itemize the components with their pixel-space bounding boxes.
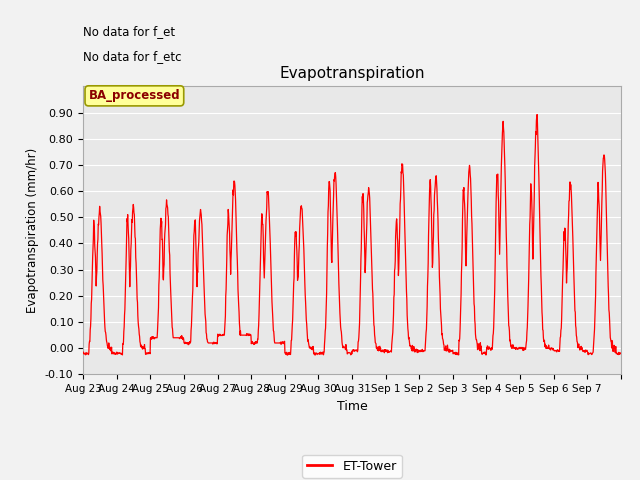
Text: BA_processed: BA_processed — [88, 89, 180, 102]
Title: Evapotranspiration: Evapotranspiration — [279, 66, 425, 81]
Y-axis label: Evapotranspiration (mm/hr): Evapotranspiration (mm/hr) — [26, 148, 39, 313]
X-axis label: Time: Time — [337, 400, 367, 413]
Text: No data for f_etc: No data for f_etc — [83, 50, 182, 63]
Legend: ET-Tower: ET-Tower — [302, 455, 402, 478]
Text: No data for f_et: No data for f_et — [83, 24, 175, 37]
